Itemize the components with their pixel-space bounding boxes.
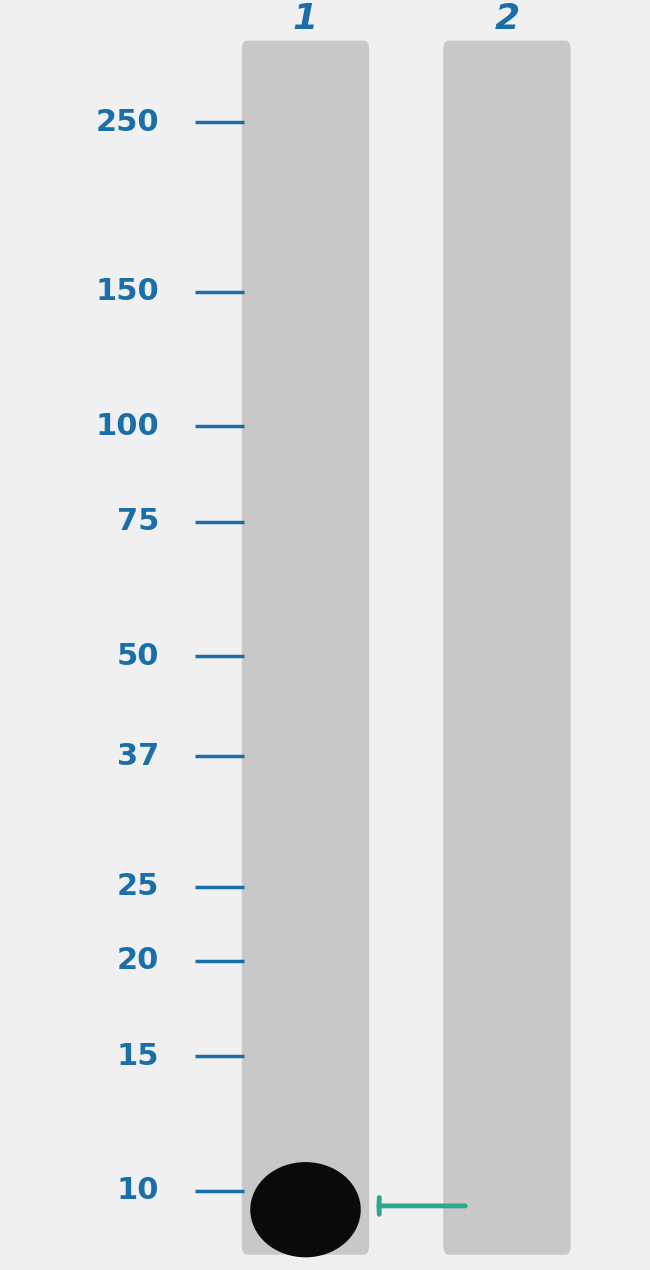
Text: 37: 37 bbox=[117, 742, 159, 771]
Text: 25: 25 bbox=[117, 872, 159, 900]
Text: 50: 50 bbox=[117, 641, 159, 671]
Text: 15: 15 bbox=[117, 1041, 159, 1071]
Text: 75: 75 bbox=[117, 507, 159, 536]
Ellipse shape bbox=[250, 1162, 361, 1257]
Text: 20: 20 bbox=[117, 946, 159, 975]
Text: 150: 150 bbox=[96, 277, 159, 306]
Text: 1: 1 bbox=[293, 3, 318, 36]
Text: 100: 100 bbox=[96, 411, 159, 441]
Text: 10: 10 bbox=[117, 1176, 159, 1205]
FancyBboxPatch shape bbox=[242, 41, 369, 1255]
Text: 250: 250 bbox=[96, 108, 159, 137]
Text: 2: 2 bbox=[495, 3, 519, 36]
FancyBboxPatch shape bbox=[443, 41, 571, 1255]
